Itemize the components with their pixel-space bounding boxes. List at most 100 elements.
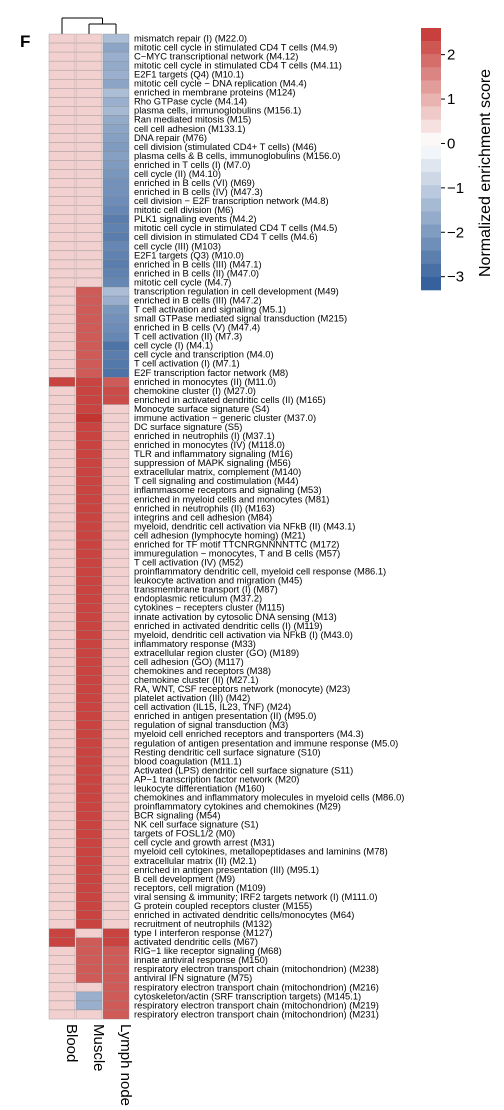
row-label: AP−1 transcription factor network (M20) xyxy=(134,773,299,784)
heatmap-cell xyxy=(102,106,130,116)
row-label: enriched in membrane proteins (M124) xyxy=(134,87,296,98)
row-label: BCR signaling (M54) xyxy=(134,810,221,821)
heatmap-cell xyxy=(102,738,130,749)
heatmap-cell xyxy=(102,729,130,740)
heatmap-cell xyxy=(75,521,103,532)
heatmap-cell xyxy=(75,937,103,947)
heatmap-cell xyxy=(75,60,103,71)
heatmap-cell xyxy=(48,322,76,333)
row-label: enriched in monocytes (II) (M11.0) xyxy=(134,376,276,387)
row-label: proinflammatory dendritic cell, myeloid … xyxy=(134,566,386,577)
heatmap-cell xyxy=(102,467,130,478)
heatmap-cell xyxy=(102,413,130,423)
row-label: TLR and inflammatory signaling (M16) xyxy=(134,448,293,459)
heatmap-cell xyxy=(48,223,76,234)
heatmap-cell xyxy=(75,648,103,658)
heatmap-cell xyxy=(48,566,76,577)
heatmap-cell xyxy=(48,60,76,71)
row-label: myeloid, dendritic cell activation via N… xyxy=(134,520,355,531)
heatmap-cell xyxy=(102,124,130,134)
row-label: enriched in T cells (I) (M7.0) xyxy=(134,159,250,170)
row-label: platelet activation (III) (M42) xyxy=(134,692,250,703)
heatmap-cell xyxy=(102,657,130,667)
heatmap-cell xyxy=(48,892,76,902)
heatmap-cell xyxy=(102,350,130,360)
row-label: T cell signaling and costimulation (M44) xyxy=(134,475,299,486)
heatmap-cell xyxy=(102,964,130,975)
heatmap-cell xyxy=(48,449,76,459)
heatmap-cell xyxy=(75,467,103,478)
heatmap-cell xyxy=(102,847,130,857)
row-label: mitotic cell cycle (M4.7) xyxy=(134,276,231,287)
heatmap-cell xyxy=(102,223,130,234)
row-label: cell division (stimulated CD4+ T cells) … xyxy=(134,141,317,152)
heatmap-cell xyxy=(75,774,103,785)
row-label: cell cycle (III) (M103) xyxy=(134,240,221,251)
column-label: Blood xyxy=(63,1024,80,1062)
heatmap-cell xyxy=(102,458,130,468)
heatmap-cell xyxy=(102,576,130,586)
heatmap-cell xyxy=(102,377,130,387)
heatmap-cell xyxy=(48,259,76,270)
heatmap-cell xyxy=(102,503,130,514)
heatmap-cell xyxy=(102,810,130,821)
colorbar-segment xyxy=(421,224,441,238)
heatmap-cell xyxy=(48,530,76,541)
row-label: small GTPase mediated signal transductio… xyxy=(134,313,347,324)
colorbar-segment xyxy=(421,28,441,42)
heatmap-cell xyxy=(48,133,76,143)
heatmap-cell xyxy=(102,675,130,685)
heatmap-cell xyxy=(75,350,103,360)
heatmap-cell xyxy=(48,79,76,89)
heatmap-cell xyxy=(48,178,76,188)
heatmap-cell xyxy=(75,295,103,306)
row-label: suppression of MAPK signaling (M56) xyxy=(134,457,291,468)
heatmap-cell xyxy=(75,332,103,342)
heatmap-cell xyxy=(48,856,76,866)
heatmap-cell xyxy=(102,955,130,966)
heatmap-cell xyxy=(102,928,130,938)
heatmap-cell xyxy=(48,241,76,252)
row-label: leukocyte activation and migration (M45) xyxy=(134,575,302,586)
heatmap-cell xyxy=(75,991,103,1002)
column-label: Muscle xyxy=(90,1024,107,1072)
heatmap-cell xyxy=(102,422,130,432)
heatmap-cell xyxy=(75,603,103,613)
heatmap-cell xyxy=(102,892,130,902)
heatmap-cell xyxy=(48,33,76,44)
heatmap-cell xyxy=(102,883,130,893)
heatmap-cell xyxy=(102,286,130,297)
heatmap-cell xyxy=(102,530,130,541)
colorbar xyxy=(421,28,441,291)
heatmap-cell xyxy=(48,422,76,432)
heatmap-cell xyxy=(102,639,130,649)
heatmap-cell xyxy=(48,810,76,821)
row-label: RA, WNT, CSF receptors network (monocyte… xyxy=(134,683,350,694)
row-label: cell division in stimulated CD4 T cells … xyxy=(134,231,318,242)
colorbar-tick-label: 0 xyxy=(447,135,455,152)
row-label: cell cycle (II) (M4.10) xyxy=(134,168,221,179)
heatmap-cell xyxy=(102,151,130,161)
heatmap-cell xyxy=(48,1000,76,1011)
heatmap-cells xyxy=(48,33,130,1020)
heatmap-cell xyxy=(48,666,76,676)
colorbar-segment xyxy=(421,119,441,134)
heatmap-cell xyxy=(75,919,103,929)
heatmap-cell xyxy=(48,142,76,152)
heatmap-cell xyxy=(102,431,130,441)
heatmap-cell xyxy=(48,124,76,134)
heatmap-cell xyxy=(48,729,76,740)
row-label: enriched in B cells (V) (M47.4) xyxy=(134,322,260,333)
colorbar-segment xyxy=(421,80,441,94)
heatmap-cell xyxy=(48,982,76,993)
heatmap-cell xyxy=(48,747,76,758)
heatmap-cell xyxy=(75,503,103,514)
heatmap-cell xyxy=(48,883,76,893)
row-label: leukocyte differentiation (M160) xyxy=(134,782,265,793)
colorbar-segment xyxy=(421,276,441,291)
heatmap-cell xyxy=(102,196,130,206)
heatmap-cell xyxy=(102,485,130,496)
heatmap-cell xyxy=(48,377,76,387)
row-label: E2F1 targets (Q3) (M10.0) xyxy=(134,249,244,260)
row-label: respiratory electron transport chain (mi… xyxy=(134,1008,379,1019)
